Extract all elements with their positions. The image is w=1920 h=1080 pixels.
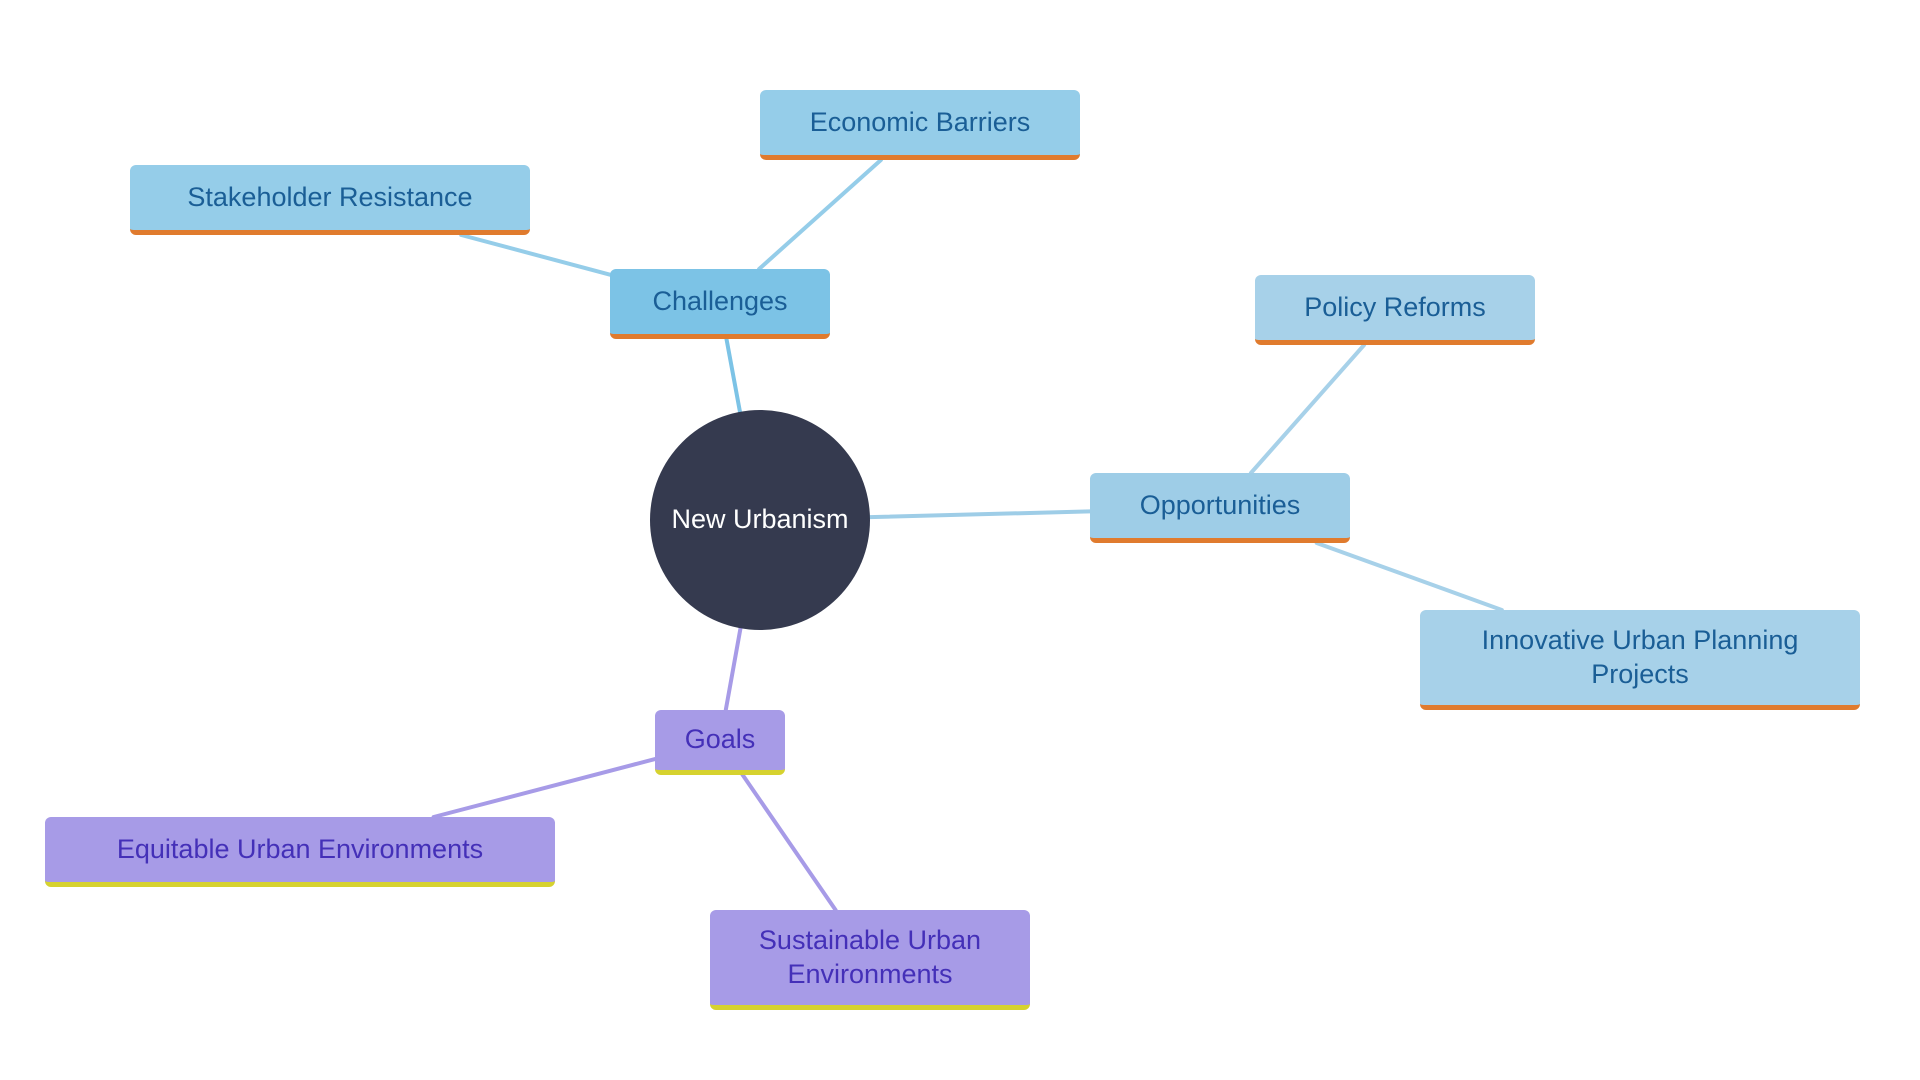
node-goals: Goals	[655, 710, 785, 775]
node-label: Sustainable Urban Environments	[728, 924, 1012, 992]
node-opportunities: Opportunities	[1090, 473, 1350, 543]
node-label: Equitable Urban Environments	[117, 833, 483, 867]
edge-opportunities-innovative	[1317, 543, 1502, 610]
node-innovative: Innovative Urban Planning Projects	[1420, 610, 1860, 710]
diagram-canvas: New Urbanism Challenges Stakeholder Resist…	[0, 0, 1920, 1080]
node-label: New Urbanism	[671, 503, 848, 537]
node-stakeholder: Stakeholder Resistance	[130, 165, 530, 235]
node-equitable: Equitable Urban Environments	[45, 817, 555, 887]
edge-center-opportunities	[870, 511, 1090, 517]
node-label: Economic Barriers	[810, 106, 1031, 140]
node-challenges: Challenges	[610, 269, 830, 339]
node-label: Innovative Urban Planning Projects	[1438, 624, 1842, 692]
edge-opportunities-policy	[1251, 345, 1364, 473]
node-label: Challenges	[652, 285, 787, 319]
node-policy: Policy Reforms	[1255, 275, 1535, 345]
node-sustainable: Sustainable Urban Environments	[710, 910, 1030, 1010]
node-label: Goals	[685, 723, 756, 757]
edge-challenges-economic	[759, 160, 881, 269]
node-label: Opportunities	[1140, 489, 1301, 523]
node-label: Stakeholder Resistance	[187, 181, 472, 215]
node-economic: Economic Barriers	[760, 90, 1080, 160]
edge-center-goals	[726, 628, 741, 709]
node-center: New Urbanism	[650, 410, 870, 630]
edge-challenges-stakeholder	[461, 235, 610, 275]
edge-center-challenges	[726, 339, 739, 412]
edge-goals-equitable	[434, 759, 655, 817]
node-label: Policy Reforms	[1304, 291, 1486, 325]
edge-goals-sustainable	[742, 775, 835, 911]
